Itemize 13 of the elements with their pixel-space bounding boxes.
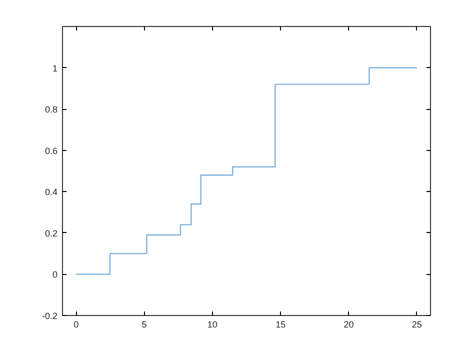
y-tick-label: 0.6 — [44, 146, 58, 156]
x-tick-label: 10 — [207, 320, 218, 330]
y-tick-label: 0 — [52, 270, 58, 280]
y-tick-label: 0.8 — [44, 104, 58, 115]
x-tick-label: 25 — [412, 320, 422, 330]
x-tick-label: 5 — [142, 320, 147, 330]
y-tick-label: -0.2 — [42, 311, 58, 321]
x-tick-label: 15 — [276, 320, 286, 330]
y-tick-label: 0.2 — [44, 228, 58, 238]
x-tick-label: 20 — [344, 320, 354, 330]
x-tick-label: 0 — [74, 320, 79, 330]
y-tick-label: 1 — [52, 63, 58, 74]
y-tick-label: 0.4 — [44, 187, 58, 198]
